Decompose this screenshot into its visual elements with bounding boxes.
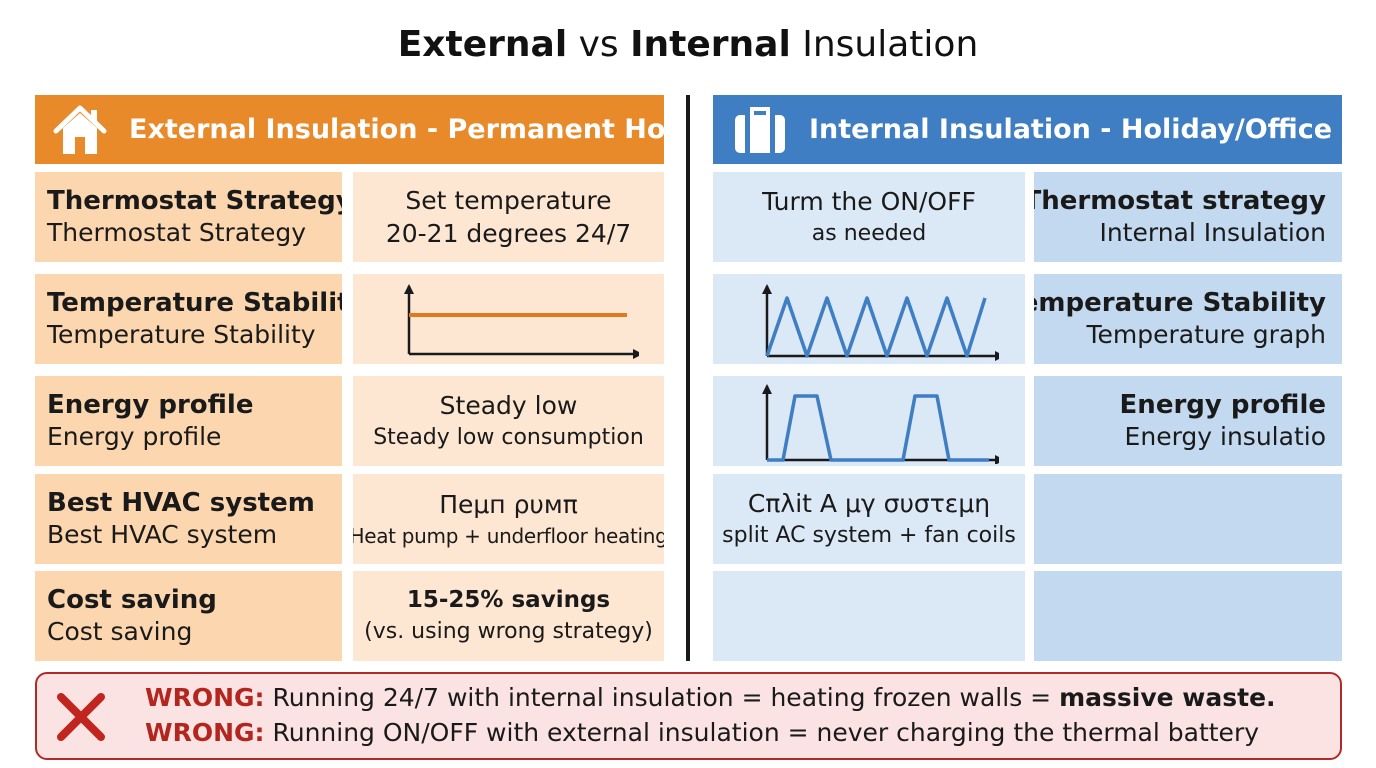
label-main: Thermostat Strategy <box>47 186 342 216</box>
internal-label-hvac <box>1034 474 1342 564</box>
internal-value-stability <box>713 274 1025 364</box>
internal-label-cost <box>1034 571 1342 661</box>
external-value-thermostat: Set temperature 20-21 degrees 24/7 <box>353 172 664 262</box>
title-insulation: Insulation <box>790 24 979 65</box>
label-sub: Internal Insulation <box>1099 218 1326 247</box>
label-main: Best HVAC system <box>47 488 315 518</box>
zigzag-temperature-graph <box>762 284 999 361</box>
wrong-label: WRONG: <box>145 683 265 712</box>
flat-temperature-graph <box>403 284 639 359</box>
external-value-hvac: Пеμп ρυмπ Heat pump + underfloor heating <box>353 474 664 564</box>
external-label-energy: Energy profile Energy profile <box>35 376 342 466</box>
external-value-stability <box>353 274 664 364</box>
value-sub: 20-21 degrees 24/7 <box>385 219 632 248</box>
label-sub: Temperature Stability <box>47 320 316 349</box>
label-sub: Energy profile <box>47 422 222 451</box>
internal-value-energy <box>713 376 1025 466</box>
label-main: Temperature Stability <box>47 288 342 318</box>
wrong-label: WRONG: <box>145 718 265 747</box>
value-main: Turm the ON/OFF <box>762 187 976 216</box>
value-main: 15-25% savings <box>406 587 611 613</box>
warning-line-1: WRONG: Running 24/7 with internal insula… <box>145 683 1276 712</box>
warning-text: Running ON/OFF with external insulation … <box>264 718 1260 747</box>
label-sub: Temperature graph <box>1086 320 1327 349</box>
label-sub: Cost saving <box>47 617 193 646</box>
value-sub: Steady low consumption <box>373 425 644 450</box>
warning-text: Running 24/7 with internal insulation = … <box>264 683 1060 712</box>
warning-box: WRONG: Running 24/7 with internal insula… <box>35 672 1342 760</box>
label-main: Energy profile <box>47 390 254 420</box>
external-label-thermostat: Thermostat Strategy Thermostat Strategy <box>35 172 342 262</box>
title-vs: vs <box>567 24 631 65</box>
label-sub: Energy insulatio <box>1124 422 1326 451</box>
value-sub: as needed <box>811 221 927 246</box>
internal-value-cost <box>713 571 1025 661</box>
value-sub: split AC system + fan coils <box>722 523 1016 548</box>
x-icon <box>57 693 105 741</box>
internal-header-text: Internal Insulation - Holiday/Office <box>809 114 1333 145</box>
warning-emphasis: massive waste. <box>1059 683 1276 712</box>
internal-label-energy: Energy profile Energy insulatio <box>1034 376 1342 466</box>
value-sub: (vs. using wrong strategy) <box>364 619 653 644</box>
internal-header: Internal Insulation - Holiday/Office <box>713 95 1342 164</box>
warning-line-2: WRONG: Running ON/OFF with external insu… <box>145 718 1259 747</box>
title-internal: Internal <box>630 24 791 65</box>
label-main: Temperature Stability <box>1034 288 1326 318</box>
external-value-cost: 15-25% savings (vs. using wrong strategy… <box>353 571 664 661</box>
house-icon <box>53 105 107 154</box>
external-header: External Insulation - Permanent Home <box>35 95 712 164</box>
value-main: Пеμп ρυмπ <box>439 489 578 519</box>
external-label-cost: Cost saving Cost saving <box>35 571 342 661</box>
value-sub: Heat pump + underfloor heating <box>353 523 664 548</box>
external-label-hvac: Best HVAC system Best HVAC system <box>35 474 342 564</box>
internal-value-hvac: Cπλit A μγ συστεμη split AC system + fan… <box>713 474 1025 564</box>
suitcase-icon <box>735 106 785 153</box>
label-sub: Best HVAC system <box>47 520 278 549</box>
internal-label-thermostat: Thermostat strategy Internal Insulation <box>1034 172 1342 262</box>
title-external: External <box>397 24 568 65</box>
page-title: External vs Internal Insulation <box>0 24 1376 65</box>
external-value-energy: Steady low Steady low consumption <box>353 376 664 466</box>
pulse-energy-graph <box>762 384 999 464</box>
label-main: Energy profile <box>1119 390 1326 420</box>
internal-value-thermostat: Turm the ON/OFF as needed <box>713 172 1025 262</box>
column-divider <box>686 95 690 661</box>
label-main: Thermostat strategy <box>1034 186 1326 216</box>
label-sub: Thermostat Strategy <box>47 218 306 247</box>
value-main: Set temperature <box>405 186 612 215</box>
value-main: Cπλit A μγ συστεμη <box>747 489 991 518</box>
external-header-text: External Insulation - Permanent Home <box>129 114 712 145</box>
label-main: Cost saving <box>47 585 217 615</box>
internal-label-stability: Temperature Stability Temperature graph <box>1034 274 1342 364</box>
value-main: Steady low <box>439 391 578 420</box>
external-label-stability: Temperature Stability Temperature Stabil… <box>35 274 342 364</box>
